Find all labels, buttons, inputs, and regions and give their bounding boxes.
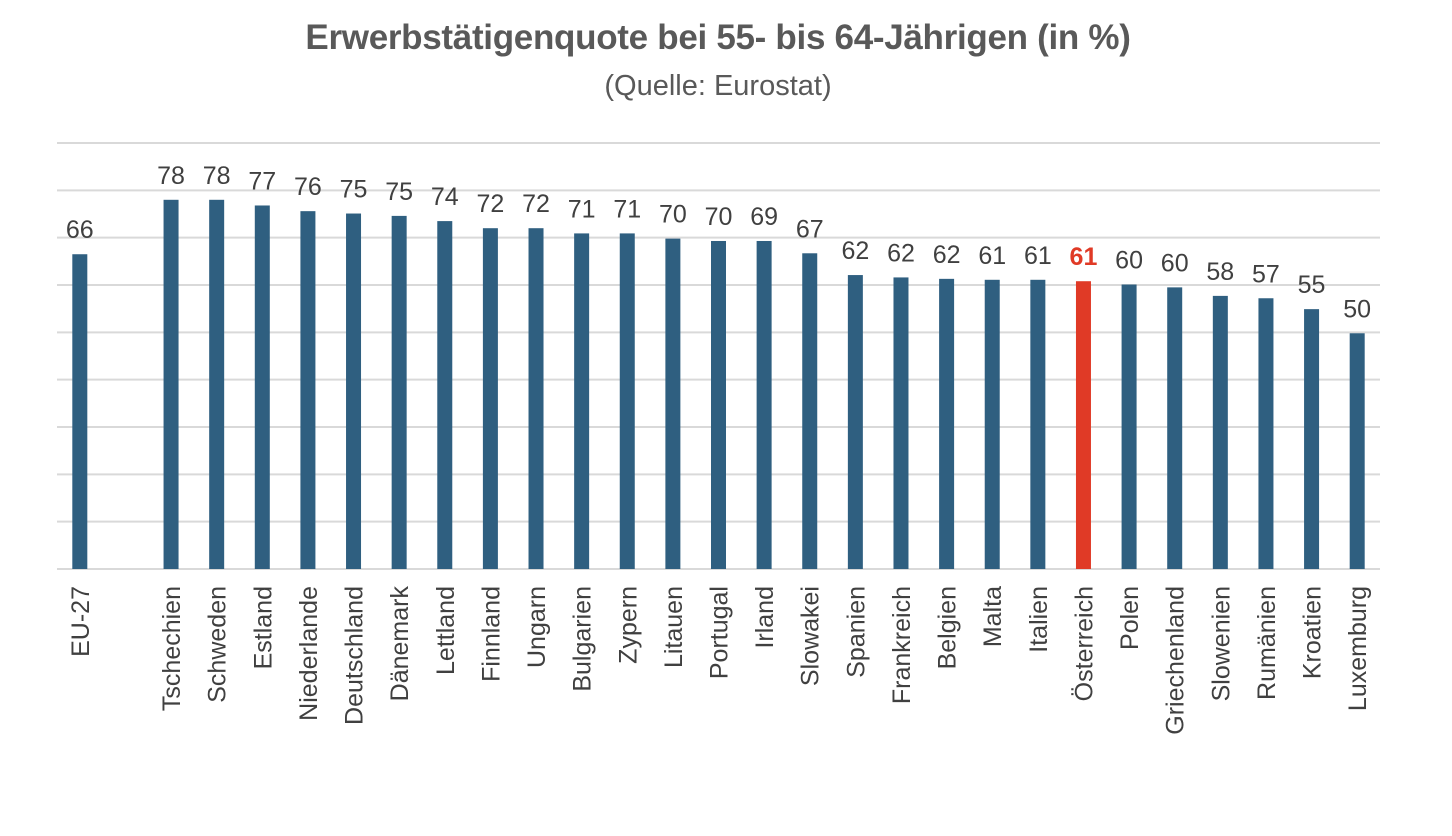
bar [72,254,88,569]
category-labels: EU-27 Tschechien Schweden Estland Niederland… [67,586,1372,735]
bar [619,233,635,569]
chart-title: Erwerbstätigenquote bei 55- bis 64-Jähri… [305,18,1131,57]
category-label: Deutschland [341,586,369,725]
bar [893,277,909,569]
category-label: Rumänien [1253,586,1281,700]
category-label: Ungarn [523,586,551,668]
value-label: 75 [385,178,413,206]
category-label: Belgien [934,586,962,669]
bar [665,238,681,569]
bar [1258,298,1274,569]
value-label: 58 [1206,258,1234,286]
category-label: Spanien [842,586,870,678]
category-label: Frankreich [888,586,916,704]
category-label: Polen [1116,586,1144,650]
value-label: 62 [887,239,915,267]
bar [574,233,590,569]
chart-subtitle: (Quelle: Eurostat) [604,70,832,102]
value-labels: 66 78 78 77 76 75 75 74 72 72 71 71 70 70 69 67 62 62 62 61… [66,162,1371,323]
bar [1075,281,1091,569]
bar [1349,333,1365,569]
bar [939,278,955,569]
bar [391,215,407,570]
category-label: Niederlande [295,586,323,721]
category-label: Österreich [1070,586,1098,701]
category-label: Malta [979,586,1007,647]
value-label: 62 [841,237,869,265]
bar [1167,287,1183,569]
bar [756,240,772,570]
category-label: Luxemburg [1344,586,1372,711]
category-label: Slowenien [1207,586,1235,701]
value-label: 55 [1298,271,1326,299]
category-label: Lettland [432,586,460,675]
category-label: Bulgarien [569,586,597,692]
category-label: Schweden [204,586,232,703]
category-label: Litauen [660,586,688,668]
value-label: 70 [705,203,733,231]
value-label: 69 [750,203,778,231]
bar [346,213,362,569]
category-label: Estland [249,586,277,669]
value-label: 60 [1161,249,1189,277]
value-label: 61 [1070,243,1098,271]
value-label: 74 [431,183,459,211]
bar [984,279,1000,569]
value-label: 60 [1115,247,1143,275]
category-label: Zypern [614,586,642,664]
category-label: Dänemark [386,586,414,702]
category-label: EU-27 [67,586,95,657]
category-label: Slowakei [797,586,825,686]
value-label: 61 [1024,242,1052,270]
bars [72,199,1365,570]
value-label: 77 [248,167,276,195]
value-label: 50 [1343,295,1371,323]
value-label: 71 [613,195,641,223]
category-label: Italien [1025,586,1053,653]
value-label: 62 [933,241,961,269]
bar [482,228,498,569]
category-label: Portugal [706,586,734,679]
bar [847,275,863,569]
bar [1304,309,1320,569]
value-label: 70 [659,201,687,229]
bar [802,253,818,569]
value-label: 61 [978,242,1006,270]
value-label: 71 [568,195,596,223]
category-label: Griechenland [1162,586,1190,735]
category-label: Tschechien [158,586,186,711]
value-label: 67 [796,215,824,243]
value-label: 66 [66,216,94,244]
value-label: 78 [157,162,185,190]
value-label: 76 [294,173,322,201]
bar [1212,295,1228,569]
bar [528,228,544,569]
bar [254,205,270,570]
value-label: 57 [1252,260,1280,288]
category-label: Irland [751,586,779,649]
bar [711,240,726,570]
value-label: 75 [340,176,368,204]
bar [1121,284,1137,569]
bar [1030,279,1046,569]
value-label: 72 [476,190,504,218]
bar [163,199,179,570]
bar [437,221,453,569]
category-label: Finnland [477,586,505,682]
bar [209,199,225,570]
category-label: Kroatien [1299,586,1327,679]
bar [300,211,316,569]
value-label: 72 [522,190,550,218]
value-label: 78 [203,162,231,190]
